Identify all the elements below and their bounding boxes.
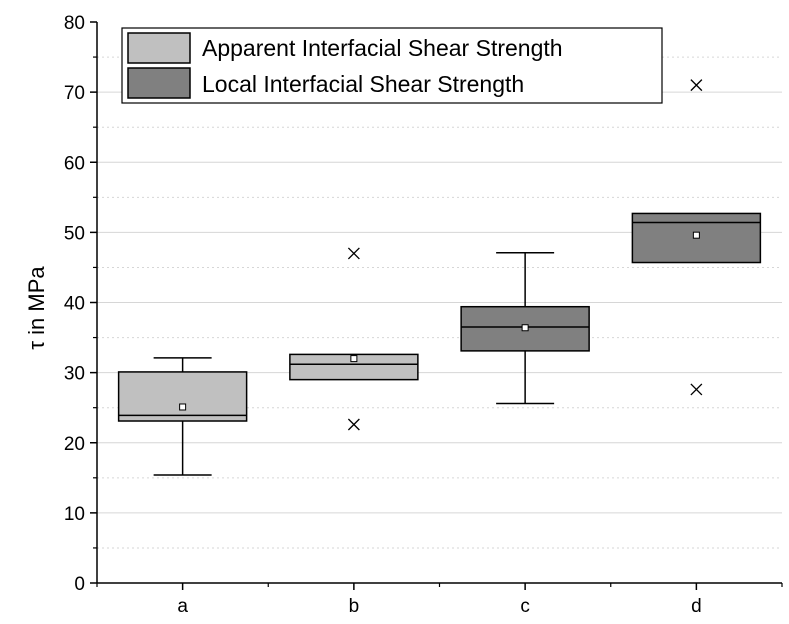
- axes: 0 10 20 30 40 50 60 70 80 a b c d: [64, 13, 783, 617]
- y-tick-label: 50: [64, 223, 85, 244]
- mean-marker: [521, 324, 529, 332]
- y-axis-title: τ in MPa: [24, 266, 49, 350]
- x-tick-label-c: c: [520, 596, 530, 617]
- legend-frame: [121, 27, 663, 104]
- y-tick-label: 0: [74, 574, 85, 595]
- y-tick-label: 40: [64, 294, 85, 315]
- y-tick-label: 30: [64, 364, 85, 385]
- legend: Apparent Interfacial Shear Strength Loca…: [121, 27, 663, 104]
- mean-marker: [179, 403, 187, 411]
- y-tick-label: 60: [64, 153, 85, 174]
- y-tick-label: 10: [64, 504, 85, 525]
- box-iqr: [117, 371, 248, 422]
- y-tick-label: 70: [64, 83, 85, 104]
- outlier-stroke: [690, 383, 703, 396]
- x-tick-label-b: b: [349, 596, 360, 617]
- x-tick-label-d: d: [691, 596, 702, 617]
- box-series: [117, 79, 762, 476]
- mean-marker: [350, 355, 358, 363]
- mean-marker: [692, 231, 700, 239]
- legend-swatch-local: [127, 67, 191, 99]
- box-a: [117, 357, 248, 476]
- legend-label-local: Local Interfacial Shear Strength: [202, 71, 524, 97]
- box-b: [289, 247, 419, 431]
- box-d: [631, 79, 762, 396]
- legend-label-apparent: Apparent Interfacial Shear Strength: [202, 35, 563, 61]
- x-tick-label-a: a: [177, 596, 188, 617]
- outlier-marker: [690, 383, 703, 396]
- outlier-stroke: [347, 247, 360, 260]
- box-c: [460, 251, 590, 405]
- legend-swatch-apparent: [127, 32, 191, 64]
- outlier-stroke: [347, 418, 360, 431]
- outlier-marker: [347, 418, 360, 431]
- outlier-stroke: [690, 79, 703, 92]
- y-tick-label: 80: [64, 13, 85, 34]
- outlier-marker: [690, 79, 703, 92]
- outlier-marker: [347, 247, 360, 260]
- y-tick-label: 20: [64, 434, 85, 455]
